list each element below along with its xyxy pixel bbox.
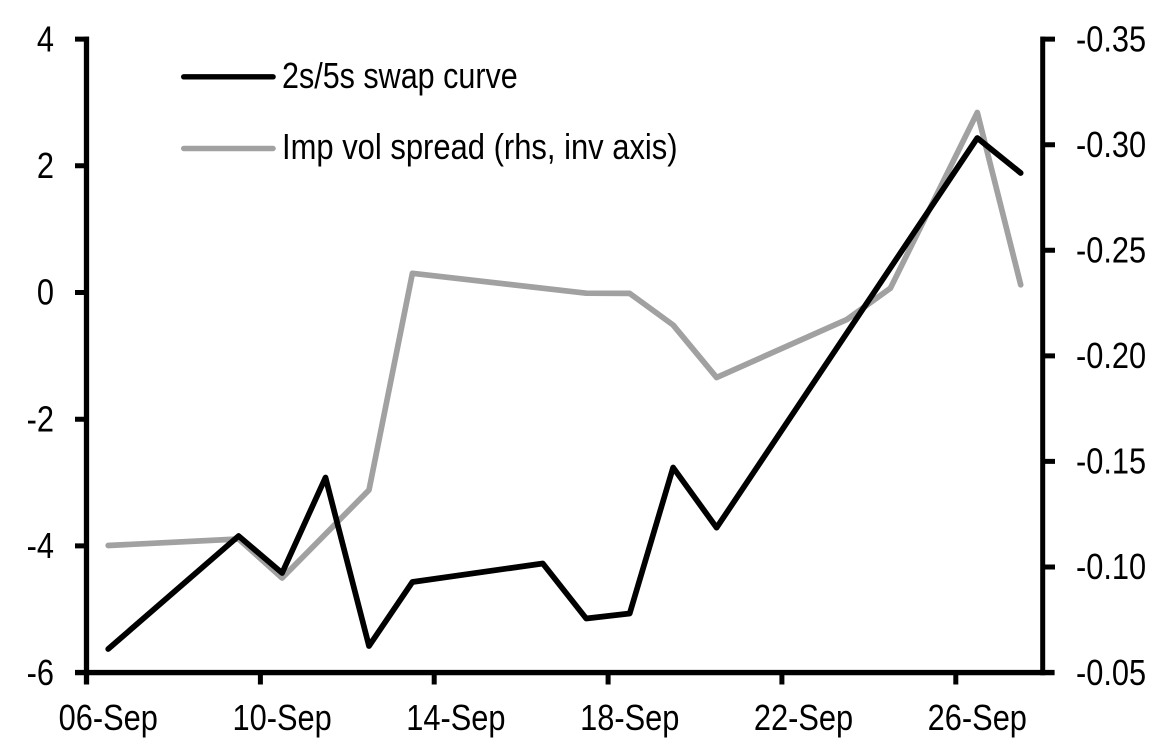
svg-text:26-Sep: 26-Sep bbox=[928, 699, 1027, 739]
svg-text:22-Sep: 22-Sep bbox=[754, 699, 853, 739]
svg-text:14-Sep: 14-Sep bbox=[406, 699, 505, 739]
svg-text:2s/5s swap curve: 2s/5s swap curve bbox=[282, 57, 518, 97]
svg-text:10-Sep: 10-Sep bbox=[232, 699, 331, 739]
svg-text:06-Sep: 06-Sep bbox=[59, 699, 158, 739]
svg-text:Imp vol spread (rhs, inv axis): Imp vol spread (rhs, inv axis) bbox=[282, 128, 678, 168]
svg-text:2: 2 bbox=[37, 147, 54, 187]
svg-text:-0.05: -0.05 bbox=[1076, 654, 1146, 694]
svg-text:-6: -6 bbox=[27, 654, 54, 694]
svg-text:4: 4 bbox=[37, 20, 54, 60]
svg-text:0: 0 bbox=[37, 274, 54, 314]
svg-text:-0.25: -0.25 bbox=[1076, 231, 1146, 271]
svg-text:-0.30: -0.30 bbox=[1076, 126, 1146, 166]
svg-text:-0.10: -0.10 bbox=[1076, 548, 1146, 588]
svg-text:-0.20: -0.20 bbox=[1076, 337, 1146, 377]
svg-text:-2: -2 bbox=[27, 400, 54, 440]
svg-text:18-Sep: 18-Sep bbox=[580, 699, 679, 739]
svg-text:-0.35: -0.35 bbox=[1076, 20, 1146, 60]
svg-text:-0.15: -0.15 bbox=[1076, 442, 1146, 482]
svg-text:-4: -4 bbox=[27, 527, 54, 567]
